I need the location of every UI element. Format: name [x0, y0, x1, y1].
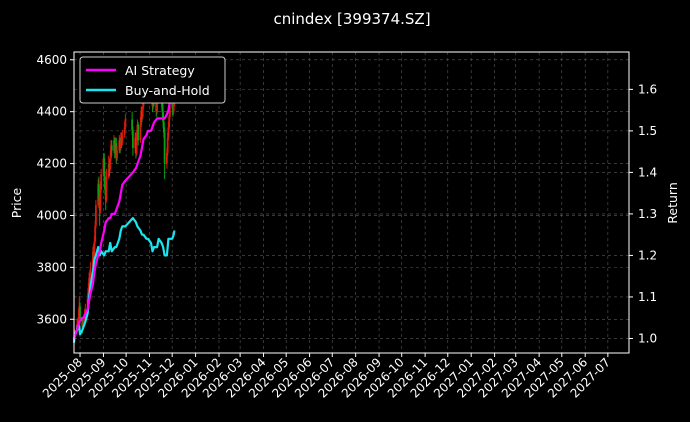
legend-label-buy-and-hold: Buy-and-Hold: [125, 83, 210, 98]
candle-body: [79, 306, 81, 320]
candle-body: [131, 129, 134, 149]
candle-body: [100, 173, 103, 190]
legend-box: [79, 56, 226, 104]
y-tick-label: 3800: [36, 260, 67, 274]
y2-axis-label: Return: [665, 182, 680, 223]
candle-body: [137, 124, 140, 141]
candle-body: [163, 132, 166, 164]
y2-tick-label: 1.2: [638, 248, 657, 262]
candle-body: [139, 124, 142, 141]
candle-body: [168, 106, 171, 117]
candle-body: [131, 119, 134, 130]
candle-body: [104, 176, 106, 190]
candle-body: [94, 205, 97, 226]
candle-body: [141, 106, 144, 117]
candle-body: [123, 127, 126, 136]
candle-body: [162, 122, 165, 133]
candle-body: [81, 319, 84, 328]
candle-body: [167, 127, 170, 138]
y2-tick-label: 1.3: [638, 207, 657, 221]
y2-tick-label: 1.4: [638, 165, 657, 179]
candle-body: [91, 251, 94, 268]
y-tick-label: 3600: [36, 312, 67, 326]
candle-body: [172, 103, 175, 112]
y2-tick-label: 1.1: [638, 290, 657, 304]
y-axis-label: Price: [9, 187, 24, 218]
y2-tick-label: 1.6: [638, 82, 657, 96]
y-axis-left: 3600 3800 4000 4200 4400 4600: [36, 53, 74, 326]
candle-body: [93, 241, 96, 257]
x-axis: 2025-082025-092025-102025-112025-122026-…: [40, 353, 613, 401]
y-tick-label: 4600: [36, 53, 67, 67]
series-lines: [72, 96, 176, 343]
candle-body: [162, 111, 165, 123]
y-tick-label: 4200: [36, 157, 67, 171]
series-line-ai-strategy: [72, 96, 175, 339]
candle-body: [87, 288, 90, 299]
series-line-buy-and-hold: [72, 217, 176, 343]
candle-body: [109, 158, 112, 169]
y-axis-right: 1.0 1.1 1.2 1.3 1.4 1.5 1.6: [629, 82, 657, 345]
chart-title: cnindex [399374.SZ]: [273, 10, 430, 28]
candle-body: [156, 101, 158, 112]
candle-body: [121, 135, 124, 143]
y-tick-label: 4400: [36, 105, 67, 119]
candle-body: [82, 319, 85, 325]
plot-frame: [73, 51, 630, 354]
candle-body: [107, 163, 110, 177]
y2-tick-label: 1.0: [638, 331, 657, 345]
candle-body: [161, 101, 164, 112]
candle-body: [168, 116, 171, 128]
y-tick-label: 4000: [36, 208, 67, 222]
candle-body: [110, 145, 113, 151]
y2-tick-label: 1.5: [638, 124, 657, 138]
candle-body: [140, 111, 143, 125]
candle-body: [124, 119, 127, 128]
legend: AI Strategy Buy-and-Hold: [79, 56, 226, 104]
candle-body: [94, 225, 97, 242]
candle-body: [135, 135, 138, 154]
candle-body: [116, 150, 118, 159]
candle-body: [166, 137, 169, 154]
candle-body: [165, 153, 168, 164]
candle-body: [103, 158, 106, 177]
legend-label-ai-strategy: AI Strategy: [125, 63, 195, 78]
candle-body: [110, 145, 112, 159]
candle-body: [99, 189, 102, 211]
candle-body: [89, 267, 92, 283]
candle-body: [98, 184, 100, 195]
candle-body: [105, 176, 108, 200]
